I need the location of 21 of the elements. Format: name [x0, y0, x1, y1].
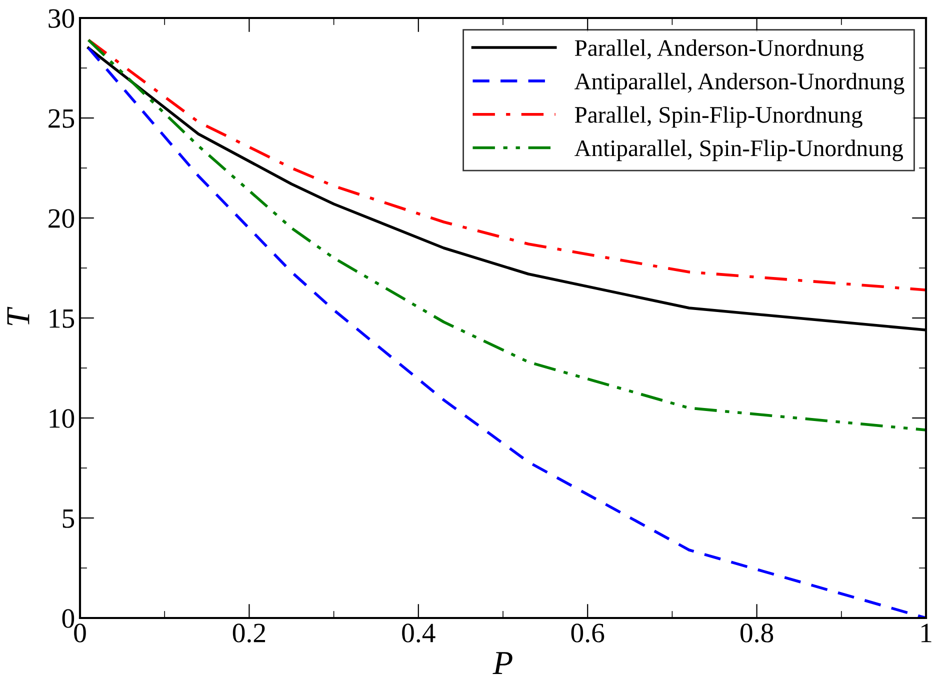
y-tick-label: 10 [50, 409, 74, 428]
y-tick-label: 20 [48, 209, 74, 228]
y-axis-title: T [7, 306, 30, 326]
y-tick-label: 30 [48, 9, 74, 28]
x-tick-label: 0.8 [740, 624, 774, 643]
x-tick-label: 0 [74, 624, 86, 642]
x-tick-label: 0.4 [402, 624, 436, 643]
legend-label: Parallel, Spin-Flip-Unordnung [574, 106, 862, 128]
line-series [87, 38, 926, 432]
legend-label: Antiparallel, Spin-Flip-Unordnung [574, 140, 904, 162]
line-series [87, 38, 926, 292]
x-tick-label: 1 [922, 624, 932, 642]
y-tick-label: 0 [62, 609, 74, 628]
y-tick-label: 15 [50, 309, 74, 328]
x-tick-label: 0.6 [571, 624, 604, 643]
y-tick-label: 25 [48, 109, 74, 128]
x-axis-title: P [492, 652, 512, 674]
legend-label: Parallel, Anderson-Unordnung [574, 39, 864, 61]
x-tick-label: 0.2 [232, 624, 266, 643]
y-tick-label: 5 [62, 509, 74, 528]
legend-label: Antiparallel, Anderson-Unordnung [574, 72, 904, 94]
